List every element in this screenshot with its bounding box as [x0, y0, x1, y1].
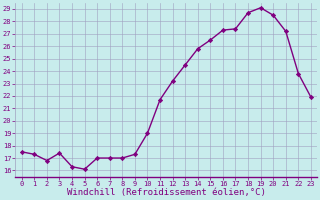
X-axis label: Windchill (Refroidissement éolien,°C): Windchill (Refroidissement éolien,°C) [67, 188, 266, 197]
